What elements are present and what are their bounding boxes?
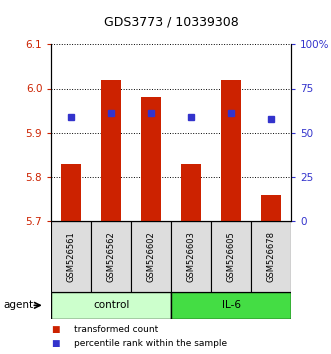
Text: ■: ■ (51, 325, 60, 334)
Text: control: control (93, 300, 129, 310)
Text: percentile rank within the sample: percentile rank within the sample (74, 339, 228, 348)
Text: IL-6: IL-6 (222, 300, 241, 310)
Text: agent: agent (3, 300, 33, 310)
Bar (131, 221, 171, 292)
Bar (101, 80, 121, 221)
Bar (141, 97, 161, 221)
Text: ■: ■ (51, 339, 60, 348)
Text: GSM526678: GSM526678 (267, 231, 276, 282)
Text: GSM526562: GSM526562 (107, 231, 116, 282)
Text: GSM526603: GSM526603 (187, 231, 196, 282)
Text: GSM526602: GSM526602 (147, 231, 156, 282)
Text: GSM526561: GSM526561 (67, 231, 76, 282)
Bar (221, 80, 241, 221)
Bar (211, 221, 251, 292)
Bar (171, 292, 291, 319)
Bar (51, 292, 171, 319)
Bar (51, 221, 91, 292)
Bar (251, 221, 291, 292)
Text: transformed count: transformed count (74, 325, 159, 334)
Bar (171, 221, 211, 292)
Bar (91, 221, 131, 292)
Bar (61, 164, 81, 221)
Bar (181, 164, 201, 221)
Text: GSM526605: GSM526605 (227, 231, 236, 282)
Text: GDS3773 / 10339308: GDS3773 / 10339308 (104, 16, 239, 29)
Bar (261, 195, 281, 221)
